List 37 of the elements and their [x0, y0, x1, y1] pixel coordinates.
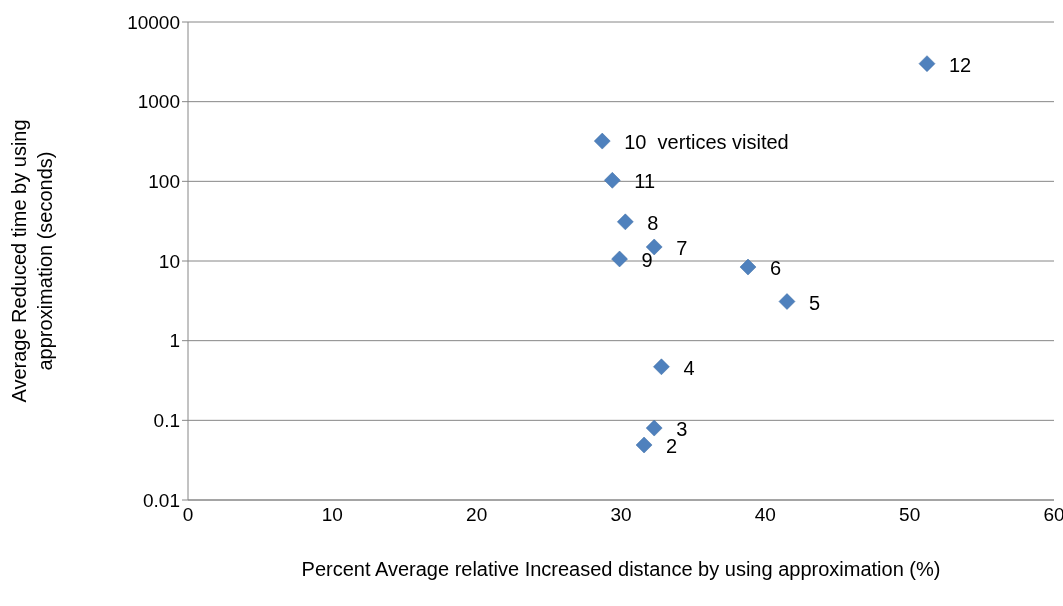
x-tick-label: 60	[1043, 504, 1063, 526]
y-tick-label: 100	[148, 171, 180, 193]
point	[593, 132, 611, 150]
point	[778, 293, 796, 310]
point	[645, 419, 663, 437]
x-tick-label: 50	[899, 504, 921, 526]
annotation: 8	[647, 211, 659, 234]
y-tick-label: 0.01	[143, 489, 180, 511]
annotation: 7	[676, 236, 688, 259]
x-tick-label: 40	[754, 504, 776, 526]
point	[617, 213, 634, 231]
annotation: 5	[808, 291, 821, 314]
x-tick-label: 20	[466, 504, 488, 526]
annotation: 12	[948, 53, 972, 76]
point	[611, 250, 628, 268]
annotation: 2	[666, 435, 678, 458]
x-axis-title: Percent Average relative Increased distance by using approximation (%)	[301, 558, 941, 580]
y-tick-label: 0.1	[153, 410, 180, 432]
y-tick-label: 10	[158, 250, 180, 272]
x-tick-label: 10	[321, 504, 343, 526]
point	[739, 258, 757, 276]
y-tick-label: 1000	[137, 91, 180, 113]
annotation: 11	[634, 170, 656, 193]
x-tick-label: 30	[610, 504, 632, 526]
point	[653, 358, 670, 376]
point	[604, 172, 621, 189]
annotation: 4	[683, 356, 695, 379]
point	[918, 55, 936, 72]
point	[635, 436, 653, 454]
y-axis-title: Average Reduced time by using approximation (seconds)	[8, 119, 56, 403]
y-tick-label: 10000	[127, 11, 180, 33]
annotation: 10 vertices visited	[624, 131, 789, 154]
annotation: 6	[770, 257, 782, 280]
y-tick-label: 1	[169, 330, 180, 352]
x-tick-label: 0	[182, 504, 194, 526]
annotation: 9	[641, 248, 653, 271]
annotation: 3	[676, 418, 688, 441]
